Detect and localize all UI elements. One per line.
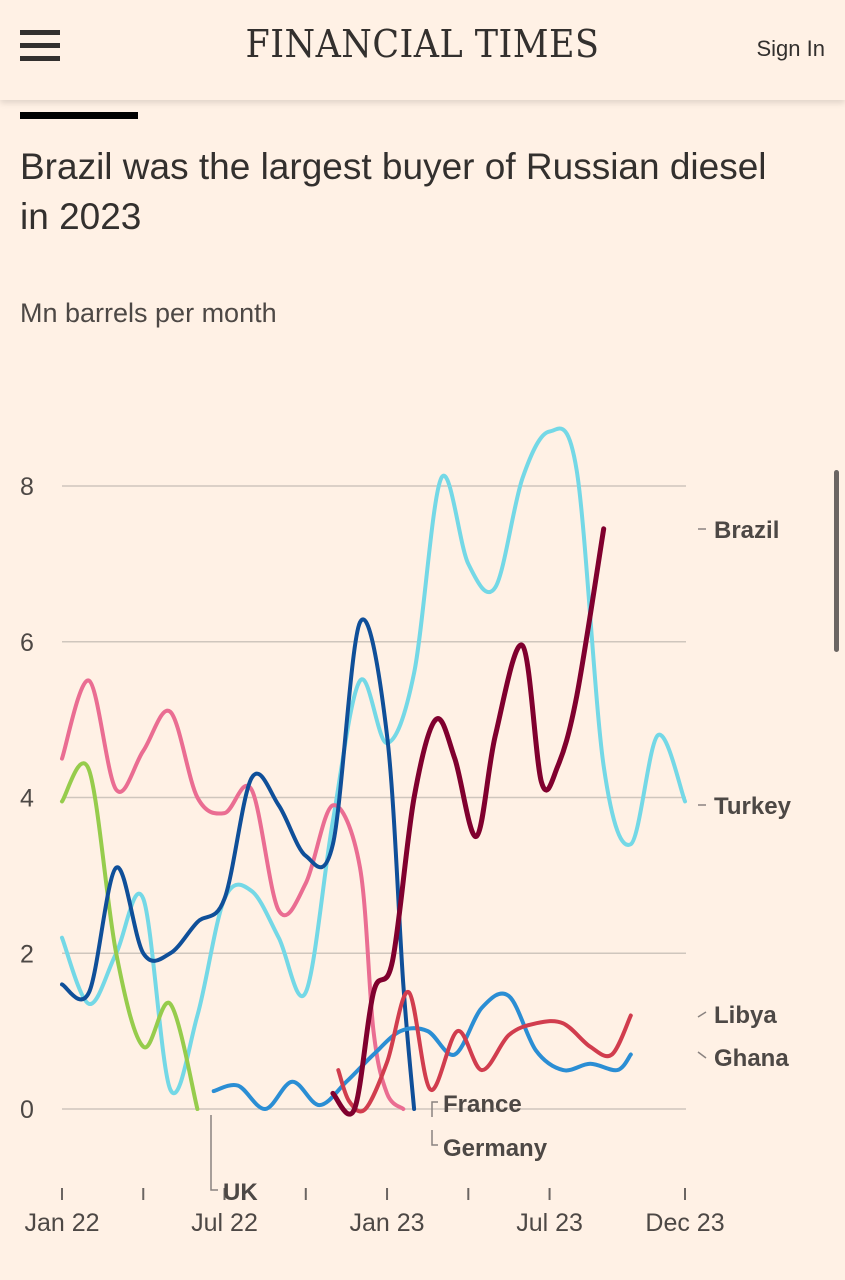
series-label-libya: Libya — [714, 1002, 777, 1029]
y-axis-unit-label: Mn barrels per month — [20, 298, 277, 328]
leader-line-germany — [431, 1130, 438, 1146]
series-label-turkey: Turkey — [714, 793, 792, 820]
leader-line-ghana — [697, 1051, 707, 1059]
y-tick-label-4: 4 — [20, 785, 34, 813]
page-scrollbar[interactable] — [834, 470, 839, 652]
y-tick-label-2: 2 — [20, 940, 34, 968]
series-line-uk — [60, 761, 200, 1111]
series-line-france — [60, 678, 406, 1111]
series-line-libya — [336, 990, 633, 1114]
y-tick-label-6: 6 — [20, 629, 34, 657]
x-tick-label-Dec-23: Dec 23 — [645, 1209, 724, 1237]
chart-title: Brazil was the largest buyer of Russian … — [20, 146, 767, 237]
x-tick-label-Jan-23: Jan 23 — [350, 1209, 425, 1237]
x-tick-label-Jan-22: Jan 22 — [24, 1209, 99, 1237]
x-tick-label-Jul-23: Jul 23 — [516, 1209, 583, 1237]
leader-line-libya — [697, 1011, 707, 1018]
leader-line-uk — [210, 1115, 218, 1191]
series-label-germany: Germany — [443, 1135, 548, 1162]
hamburger-menu-icon[interactable] — [20, 30, 60, 62]
y-tick-label-0: 0 — [20, 1096, 34, 1124]
series-label-brazil: Brazil — [714, 517, 779, 544]
title-accent-bar — [20, 112, 138, 119]
x-tick-label-Jul-22: Jul 22 — [191, 1209, 258, 1237]
series-line-ghana — [211, 991, 633, 1111]
ft-logo[interactable]: FINANCIAL TIMES — [245, 22, 600, 66]
y-tick-label-8: 8 — [20, 473, 34, 501]
site-header: FINANCIAL TIMES Sign In — [0, 0, 845, 100]
series-label-ghana: Ghana — [714, 1045, 789, 1072]
series-label-france: France — [443, 1091, 522, 1118]
series-line-brazil — [330, 526, 607, 1117]
series-label-uk: UK — [223, 1179, 258, 1206]
series-line-turkey — [60, 426, 687, 1095]
series-line-germany — [60, 617, 417, 1111]
leader-line-france — [431, 1101, 438, 1117]
sign-in-link[interactable]: Sign In — [756, 36, 826, 61]
